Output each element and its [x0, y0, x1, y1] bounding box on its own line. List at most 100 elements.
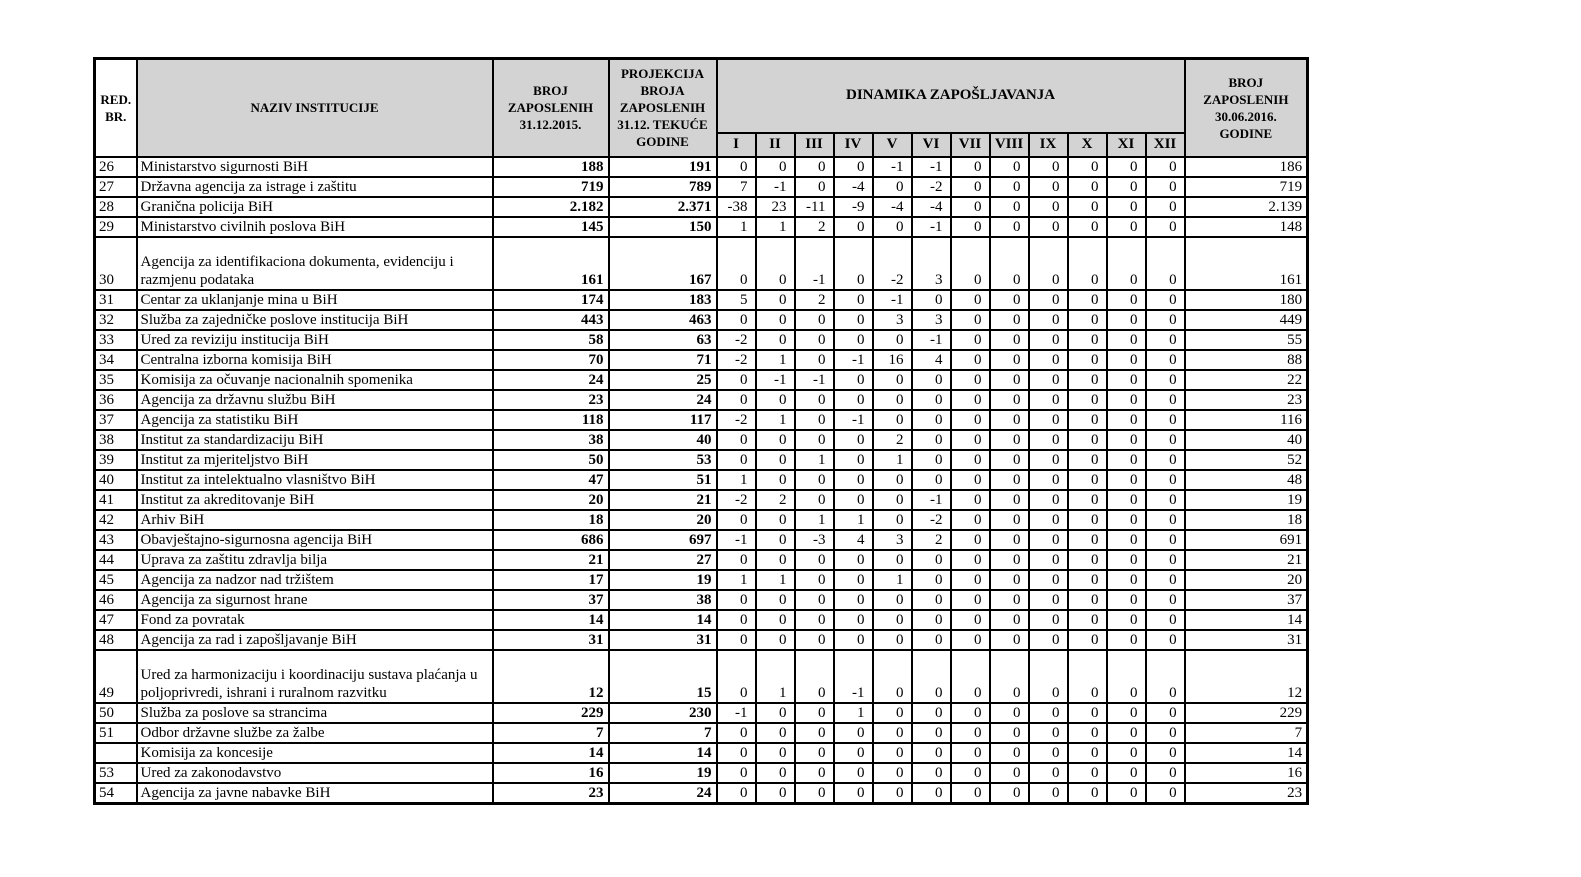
month-value-cell: 0	[1027, 448, 1069, 471]
month-value-cell: 0	[949, 761, 991, 784]
institution-name-cell: Centar za uklanjanje mina u BiH	[135, 288, 494, 311]
row-number-cell: 53	[93, 761, 138, 784]
month-value-cell: -4	[871, 195, 913, 218]
month-value-cell: 0	[871, 328, 913, 351]
projection-cell: 38	[607, 588, 718, 611]
month-value-cell: 0	[754, 721, 796, 744]
month-value-cell: 0	[1066, 608, 1108, 631]
month-value-cell: 0	[832, 741, 874, 764]
month-value-cell: 0	[1027, 308, 1069, 331]
month-value-cell: 0	[1066, 368, 1108, 391]
month-value-cell: 0	[910, 368, 952, 391]
month-value-cell: 0	[715, 648, 757, 704]
month-value-cell: 0	[793, 608, 835, 631]
month-value-cell: 1	[754, 568, 796, 591]
month-value-cell: 0	[988, 328, 1030, 351]
month-value-cell: 0	[1027, 155, 1069, 178]
month-value-cell: -2	[715, 488, 757, 511]
employees-2015-cell: 161	[491, 235, 610, 291]
month-value-cell: 0	[910, 588, 952, 611]
month-value-cell: 0	[1027, 648, 1069, 704]
employees-3006-cell: 88	[1183, 348, 1309, 371]
employees-2015-cell: 16	[491, 761, 610, 784]
row-number-cell: 47	[93, 608, 138, 631]
table-row: 33 Ured za reviziju institucija BiH 58 63 -2…	[93, 328, 1309, 351]
month-value-cell: 0	[715, 308, 757, 331]
month-value-cell: 0	[910, 721, 952, 744]
month-value-cell: 0	[988, 608, 1030, 631]
month-value-cell: 2	[871, 428, 913, 451]
month-value-cell: 0	[754, 761, 796, 784]
month-value-cell: 0	[1144, 568, 1186, 591]
employees-2015-cell: 2.182	[491, 195, 610, 218]
month-value-cell: 0	[1144, 308, 1186, 331]
month-value-cell: -2	[871, 235, 913, 291]
employees-3006-cell: 449	[1183, 308, 1309, 331]
employees-3006-cell: 116	[1183, 408, 1309, 431]
month-value-cell: 0	[793, 721, 835, 744]
month-value-cell: 0	[988, 235, 1030, 291]
month-value-cell: 0	[949, 741, 991, 764]
table-row: 48 Agencija za rad i zapošljavanje BiH 31 3…	[93, 628, 1309, 651]
month-value-cell: 0	[949, 781, 991, 804]
row-number-cell: 28	[93, 195, 138, 218]
month-value-cell: 0	[871, 508, 913, 531]
month-value-cell: 0	[871, 215, 913, 238]
month-value-cell: 0	[793, 761, 835, 784]
month-value-cell: 0	[871, 701, 913, 724]
table-row: 49 Ured za harmonizaciju i koordinaciju s…	[93, 648, 1309, 704]
month-value-cell: 0	[910, 701, 952, 724]
month-value-cell: 0	[1066, 215, 1108, 238]
month-value-cell: 0	[793, 408, 835, 431]
month-value-cell: 0	[1066, 528, 1108, 551]
month-value-cell: 1	[754, 648, 796, 704]
month-value-cell: 0	[793, 428, 835, 451]
month-value-cell: 0	[754, 548, 796, 571]
month-value-cell: 0	[949, 195, 991, 218]
month-value-cell: 0	[871, 368, 913, 391]
institution-name-cell: Agencija za državnu službu BiH	[135, 388, 494, 411]
month-value-cell: 0	[949, 155, 991, 178]
month-value-cell: 0	[1027, 741, 1069, 764]
month-value-cell: 0	[871, 408, 913, 431]
month-value-cell: 0	[1066, 648, 1108, 704]
projection-cell: 7	[607, 721, 718, 744]
employees-2015-cell: 37	[491, 588, 610, 611]
month-value-cell: 0	[1027, 408, 1069, 431]
employees-3006-cell: 7	[1183, 721, 1309, 744]
month-value-cell: -38	[715, 195, 757, 218]
month-value-cell: 0	[1144, 195, 1186, 218]
month-value-cell: 0	[1066, 388, 1108, 411]
projection-cell: 31	[607, 628, 718, 651]
row-number-cell: 35	[93, 368, 138, 391]
month-value-cell: 1	[793, 508, 835, 531]
table-row: 50 Služba za poslove sa strancima 229 230 -1…	[93, 701, 1309, 724]
row-number-cell: 54	[93, 781, 138, 804]
month-value-cell: 0	[1066, 448, 1108, 471]
month-value-cell: -1	[832, 408, 874, 431]
month-value-cell: -4	[910, 195, 952, 218]
institution-name-cell: Ured za harmonizaciju i koordinaciju sus…	[135, 648, 494, 704]
month-value-cell: 0	[988, 348, 1030, 371]
month-value-cell: 0	[1105, 175, 1147, 198]
projection-cell: 24	[607, 781, 718, 804]
month-value-cell: 0	[988, 648, 1030, 704]
row-number-cell: 30	[93, 235, 138, 291]
month-value-cell: 0	[832, 368, 874, 391]
month-value-cell: 0	[949, 448, 991, 471]
month-header-I: I	[715, 131, 757, 158]
employees-3006-cell: 52	[1183, 448, 1309, 471]
table-row: 34 Centralna izborna komisija BiH 70 71 -2 1 0…	[93, 348, 1309, 371]
employees-3006-cell: 186	[1183, 155, 1309, 178]
month-value-cell: 0	[832, 388, 874, 411]
month-value-cell: 0	[910, 741, 952, 764]
month-value-cell: 0	[871, 388, 913, 411]
month-value-cell: 0	[988, 721, 1030, 744]
month-value-cell: -1	[715, 528, 757, 551]
month-value-cell: 0	[988, 288, 1030, 311]
header-red-br: RED. BR.	[93, 57, 138, 158]
month-value-cell: 0	[949, 548, 991, 571]
month-value-cell: 0	[754, 741, 796, 764]
month-value-cell: 0	[949, 428, 991, 451]
header-broj-zaposlenih-2016: BROJ ZAPOSLENIH 30.06.2016. GODINE	[1183, 57, 1309, 158]
